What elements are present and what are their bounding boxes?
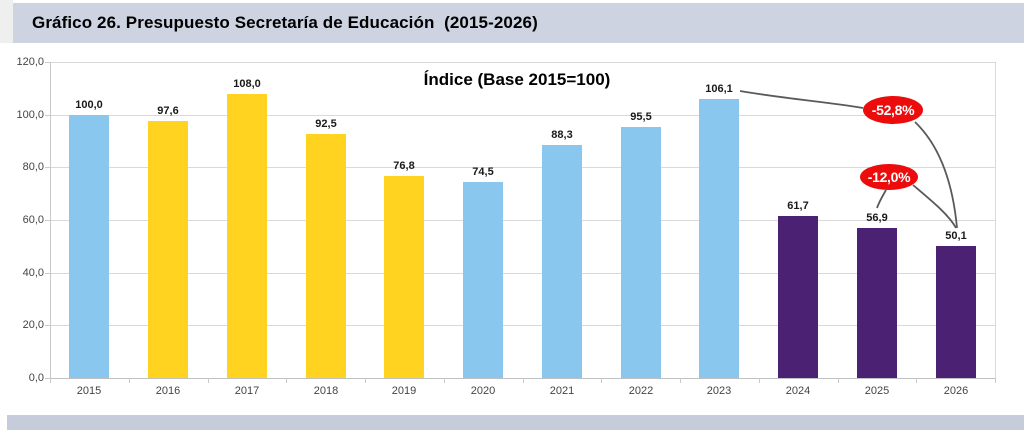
y-tick-mark	[45, 273, 50, 274]
x-tick-mark	[916, 378, 917, 383]
bar-2026	[936, 246, 976, 378]
x-tick-mark	[208, 378, 209, 383]
x-tick-mark	[838, 378, 839, 383]
y-axis-label: 80,0	[22, 161, 44, 173]
x-axis-label: 2017	[234, 385, 260, 397]
y-axis-label: 60,0	[22, 214, 44, 226]
x-tick-mark	[523, 378, 524, 383]
bar-2016	[148, 121, 188, 378]
bottom-bar	[7, 415, 1024, 430]
y-tick-mark	[45, 378, 50, 379]
y-tick-mark	[45, 62, 50, 63]
bar-2025	[857, 228, 897, 378]
bar-value-label: 88,3	[551, 129, 573, 141]
bar-value-label: 50,1	[945, 230, 967, 242]
y-tick-mark	[45, 325, 50, 326]
x-tick-mark	[444, 378, 445, 383]
bar-value-label: 61,7	[787, 200, 809, 212]
bar-value-label: 74,5	[472, 166, 494, 178]
x-tick-mark	[50, 378, 51, 383]
y-axis-label: 100,0	[16, 109, 44, 121]
bar-2017	[227, 94, 267, 378]
bar-2021	[542, 145, 582, 378]
bar-value-label: 108,0	[233, 78, 261, 90]
annotation-connector-line	[912, 184, 957, 229]
gridline	[50, 273, 995, 274]
bar-2020	[463, 182, 503, 378]
bar-value-label: 97,6	[157, 105, 179, 117]
x-tick-mark	[995, 378, 996, 383]
bar-2024	[778, 216, 818, 378]
gridline	[50, 220, 995, 221]
y-axis-label: 40,0	[22, 267, 44, 279]
x-tick-mark	[365, 378, 366, 383]
x-axis-label: 2019	[391, 385, 417, 397]
x-axis-label: 2026	[943, 385, 969, 397]
x-axis-line	[50, 378, 995, 379]
y-tick-mark	[45, 167, 50, 168]
x-axis-label: 2024	[785, 385, 811, 397]
bar-value-label: 92,5	[315, 118, 337, 130]
annotation-bubble: -52,8%	[863, 96, 923, 124]
bar-value-label: 95,5	[630, 111, 652, 123]
y-tick-mark	[45, 115, 50, 116]
gridline	[50, 115, 995, 116]
y-tick-mark	[45, 220, 50, 221]
x-tick-mark	[286, 378, 287, 383]
bar-2018	[306, 134, 346, 378]
x-tick-mark	[129, 378, 130, 383]
x-axis-label: 2018	[313, 385, 339, 397]
annotation-connector-line	[876, 189, 887, 209]
annotation-bubble: -12,0%	[860, 164, 918, 190]
plot-right-border	[995, 62, 996, 379]
annotation-connector-line	[739, 90, 864, 109]
x-tick-mark	[759, 378, 760, 383]
x-tick-mark	[601, 378, 602, 383]
x-tick-mark	[680, 378, 681, 383]
chart-subtitle: Índice (Base 2015=100)	[423, 70, 611, 89]
gridline	[50, 325, 995, 326]
y-axis-label: 0,0	[28, 372, 44, 384]
y-axis-label: 20,0	[22, 319, 44, 331]
bar-value-label: 56,9	[866, 212, 888, 224]
bar-2022	[621, 127, 661, 378]
x-axis-label: 2022	[628, 385, 654, 397]
gridline	[50, 62, 995, 63]
bar-value-label: 106,1	[705, 83, 733, 95]
x-axis-label: 2020	[470, 385, 496, 397]
x-axis-label: 2015	[76, 385, 102, 397]
left-margin-strip	[0, 0, 13, 43]
bar-2019	[384, 176, 424, 378]
y-axis-label: 120,0	[16, 56, 44, 68]
bar-2015	[69, 115, 109, 378]
bar-2023	[699, 99, 739, 378]
chart-title-bar: Gráfico 26. Presupuesto Secretaría de Ed…	[13, 3, 1024, 43]
x-axis-label: 2016	[155, 385, 181, 397]
x-axis-label: 2021	[549, 385, 575, 397]
chart-title: Gráfico 26. Presupuesto Secretaría de Ed…	[32, 13, 538, 32]
gridline	[50, 167, 995, 168]
bar-value-label: 100,0	[75, 99, 103, 111]
y-axis-line	[50, 62, 51, 378]
annotation-connector-line	[914, 121, 958, 229]
x-axis-label: 2025	[864, 385, 890, 397]
bar-value-label: 76,8	[393, 160, 415, 172]
x-axis-label: 2023	[706, 385, 732, 397]
